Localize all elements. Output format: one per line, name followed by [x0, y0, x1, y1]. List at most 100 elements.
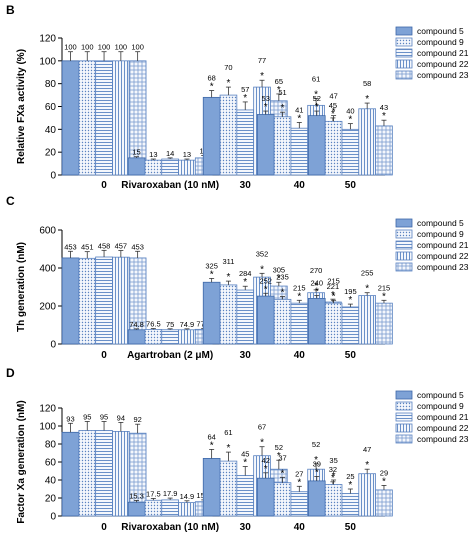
bar: [178, 502, 196, 517]
legend-label: compound 9: [417, 401, 464, 411]
panel-label: D: [6, 366, 15, 380]
bar: [307, 480, 326, 517]
bar: [236, 289, 255, 345]
data-label: 74.9: [180, 320, 195, 329]
bar: [161, 158, 179, 176]
significance-star: *: [260, 438, 264, 449]
significance-star: *: [365, 460, 369, 471]
y-tick-label: 0: [50, 340, 56, 351]
bar: [375, 302, 393, 345]
data-label: 311: [222, 257, 234, 266]
data-label: 77: [258, 56, 266, 65]
data-label: 47: [329, 92, 337, 101]
y-tick-label: 400: [39, 264, 56, 275]
bar: [78, 257, 97, 345]
data-label: 215: [378, 283, 391, 292]
bar: [219, 94, 238, 176]
data-label: 52: [312, 440, 320, 449]
y-tick-label: 100: [39, 56, 56, 67]
data-label: 95: [83, 413, 91, 422]
y-tick-label: 40: [45, 125, 57, 136]
y-tick-label: 60: [45, 102, 57, 113]
data-label: 74.8: [129, 320, 144, 329]
bar: [307, 297, 326, 345]
x-tick-label: 50: [345, 180, 357, 191]
legend-label: compound 22: [417, 423, 469, 433]
x-tick-label: Rivaroxaban (10 nM): [121, 180, 219, 191]
significance-star: *: [264, 284, 268, 295]
legend-swatch: [395, 423, 413, 433]
legend-label: compound 22: [417, 59, 469, 69]
significance-star: *: [243, 458, 247, 469]
data-label: 52: [275, 443, 283, 452]
bar: [273, 482, 292, 517]
significance-star: *: [331, 290, 335, 301]
data-label: 17.9: [163, 489, 178, 498]
significance-star: *: [260, 264, 264, 275]
significance-star: *: [210, 440, 214, 451]
significance-star: *: [297, 113, 301, 124]
bar: [341, 493, 360, 517]
data-label: 100: [115, 43, 128, 52]
data-label: 252: [259, 276, 272, 285]
significance-star: *: [365, 94, 369, 105]
panel-label: C: [6, 194, 15, 208]
legend-swatch: [395, 37, 413, 47]
data-label: 13: [183, 150, 191, 159]
data-label: 70: [224, 63, 232, 72]
data-label: 14.9: [180, 492, 195, 501]
x-tick-label: 30: [240, 522, 252, 533]
significance-star: *: [382, 476, 386, 487]
legend-label: compound 5: [417, 26, 464, 36]
y-tick-label: 40: [45, 476, 57, 487]
data-label: 64: [207, 432, 215, 441]
bar: [341, 306, 360, 345]
significance-star: *: [314, 281, 318, 292]
x-tick-label: 30: [240, 180, 252, 191]
data-label: 458: [98, 241, 111, 250]
legend-swatch: [395, 412, 413, 422]
significance-star: *: [281, 288, 285, 299]
bar: [144, 499, 163, 517]
significance-star: *: [243, 277, 247, 288]
x-tick-label: 50: [345, 350, 357, 361]
significance-star: *: [297, 477, 301, 488]
legend-swatch: [395, 59, 413, 69]
bar: [324, 484, 343, 517]
data-label: 42: [262, 456, 270, 465]
data-label: 352: [256, 249, 269, 258]
data-label: 305: [273, 265, 286, 274]
data-label: 195: [344, 287, 357, 296]
y-tick-label: 120: [39, 34, 56, 45]
legend-swatch: [395, 251, 413, 261]
data-label: 45: [241, 450, 249, 459]
significance-star: *: [281, 468, 285, 479]
legend-swatch: [395, 218, 413, 228]
data-label: 52: [313, 94, 321, 103]
bar: [95, 430, 113, 517]
y-axis-label: Factor Xa generation (nM): [16, 400, 27, 523]
significance-star: *: [277, 85, 281, 96]
y-tick-label: 80: [45, 79, 57, 90]
significance-star: *: [365, 284, 369, 295]
legend-label: compound 21: [417, 48, 469, 58]
bar: [61, 257, 80, 345]
data-label: 215: [293, 283, 306, 292]
bar: [112, 60, 130, 176]
data-label: 92: [133, 415, 141, 424]
y-tick-label: 200: [39, 302, 56, 313]
x-tick-label: 0: [101, 350, 107, 361]
data-label: 255: [361, 269, 374, 278]
data-label: 32: [329, 465, 337, 474]
bar: [202, 96, 221, 176]
x-tick-label: Rivaroxaban (10 nM): [121, 522, 219, 533]
data-label: 57: [241, 85, 249, 94]
bar: [219, 460, 238, 517]
legend-label: compound 23: [417, 434, 469, 444]
legend-label: compound 9: [417, 37, 464, 47]
legend-label: compound 23: [417, 70, 469, 80]
